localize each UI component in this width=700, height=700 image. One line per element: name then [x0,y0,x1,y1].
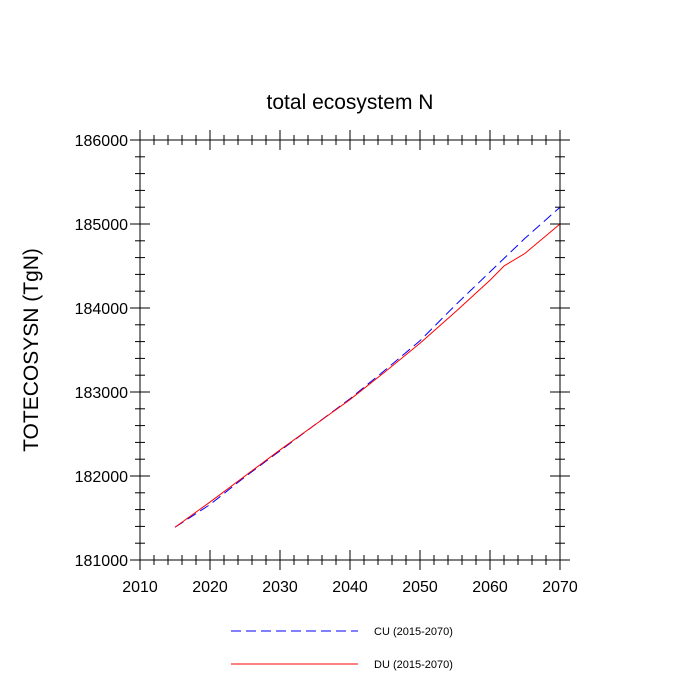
axis-ticks: 2010 2020 2030 2040 2050 2060 2070 181000 182000… [75,130,578,596]
series-line-cu [174,206,561,528]
x-tick-label: 2020 [192,579,228,596]
y-axis-label: TOTECOSYSN (TgN) [20,248,43,452]
plot-series [174,206,561,528]
y-tick-label: 184000 [75,301,128,318]
y-tick-label: 181000 [75,553,128,570]
x-tick-label: 2060 [472,579,508,596]
legend: CU (2015-2070) DU (2015-2070) [231,626,453,671]
y-tick-label: 183000 [75,385,128,402]
x-tick-label: 2050 [402,579,438,596]
legend-label: CU (2015-2070) [374,626,453,638]
series-line-du [174,223,561,528]
x-tick-label: 2030 [262,579,298,596]
x-tick-label: 2040 [332,579,368,596]
x-tick-label: 2070 [542,579,578,596]
chart-title: total ecosystem N [267,91,434,114]
y-tick-label: 185000 [75,217,128,234]
y-tick-label: 182000 [75,469,128,486]
legend-label: DU (2015-2070) [374,659,453,671]
y-tick-label: 186000 [75,133,128,150]
x-tick-label: 2010 [122,579,158,596]
plot-frame [139,139,561,561]
